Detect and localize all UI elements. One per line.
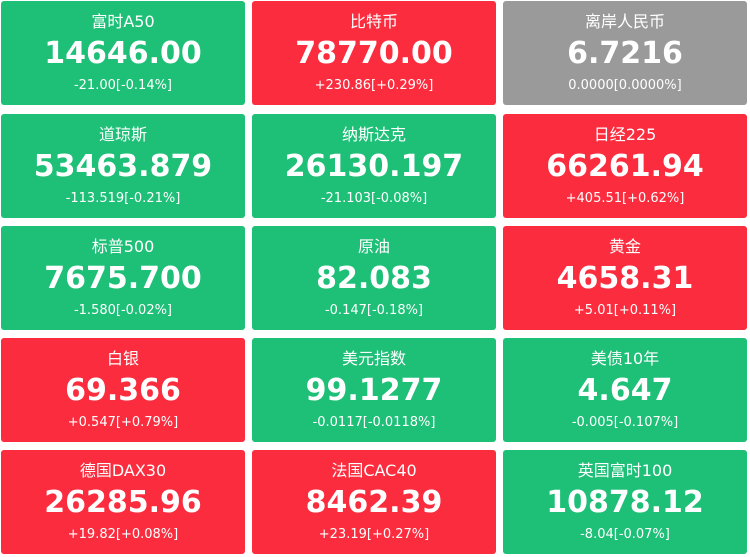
quote-change: -21.00[-0.14%] (73, 78, 173, 93)
quote-tile[interactable]: 法国CAC40 8462.39 +23.19[+0.27%] (252, 450, 496, 554)
quote-price: 69.366 (65, 373, 181, 408)
quote-tile[interactable]: 黄金 4658.31 +5.01[+0.11%] (503, 226, 747, 330)
quote-tile[interactable]: 英国富时100 10878.12 -8.04[-0.07%] (503, 450, 747, 554)
quote-name: 德国DAX30 (79, 461, 167, 480)
quote-change: +23.19[+0.27%] (318, 527, 430, 542)
quote-change: -1.580[-0.02%] (73, 303, 173, 318)
quote-name: 标普500 (91, 237, 155, 256)
quote-change: -0.147[-0.18%] (324, 303, 424, 318)
quote-price: 7675.700 (44, 261, 202, 296)
quote-name: 道琼斯 (98, 125, 147, 144)
quote-change: -21.103[-0.08%] (320, 191, 428, 206)
quote-name: 纳斯达克 (341, 125, 406, 144)
quote-change: +19.82[+0.08%] (67, 527, 179, 542)
quote-tile[interactable]: 纳斯达克 26130.197 -21.103[-0.08%] (252, 114, 496, 218)
quote-price: 6.7216 (567, 36, 683, 71)
quote-change: +0.547[+0.79%] (67, 415, 179, 430)
quote-tile[interactable]: 原油 82.083 -0.147[-0.18%] (252, 226, 496, 330)
quote-price: 26130.197 (284, 149, 464, 184)
quote-price: 78770.00 (295, 36, 453, 71)
quote-change: -0.005[-0.107%] (571, 415, 679, 430)
quote-name: 原油 (357, 237, 390, 256)
quote-name: 美元指数 (341, 349, 406, 368)
quote-change: -0.0117[-0.0118%] (312, 415, 436, 430)
quote-tile[interactable]: 白银 69.366 +0.547[+0.79%] (1, 338, 245, 442)
quote-change: -113.519[-0.21%] (65, 191, 181, 206)
quote-tile[interactable]: 德国DAX30 26285.96 +19.82[+0.08%] (1, 450, 245, 554)
quote-price: 8462.39 (305, 485, 443, 520)
quote-tile[interactable]: 日经225 66261.94 +405.51[+0.62%] (503, 114, 747, 218)
quote-tile[interactable]: 美债10年 4.647 -0.005[-0.107%] (503, 338, 747, 442)
quote-name: 法国CAC40 (331, 461, 417, 480)
quote-change: 0.0000[0.0000%] (568, 78, 682, 93)
quote-tile[interactable]: 标普500 7675.700 -1.580[-0.02%] (1, 226, 245, 330)
quote-price: 53463.879 (33, 149, 213, 184)
quote-name: 黄金 (608, 237, 641, 256)
quote-name: 比特币 (349, 12, 398, 31)
quote-change: +405.51[+0.62%] (565, 191, 685, 206)
quote-name: 白银 (106, 349, 139, 368)
quote-tile[interactable]: 道琼斯 53463.879 -113.519[-0.21%] (1, 114, 245, 218)
quote-tile[interactable]: 美元指数 99.1277 -0.0117[-0.0118%] (252, 338, 496, 442)
quote-name: 离岸人民币 (584, 12, 665, 31)
quote-change: +230.86[+0.29%] (314, 78, 434, 93)
quote-change: -8.04[-0.07%] (580, 527, 670, 542)
quote-name: 美债10年 (590, 349, 660, 368)
quote-name: 英国富时100 (577, 461, 673, 480)
quote-price: 99.1277 (305, 373, 443, 408)
quote-tile[interactable]: 富时A50 14646.00 -21.00[-0.14%] (1, 1, 245, 105)
quote-price: 82.083 (316, 261, 432, 296)
quote-name: 日经225 (593, 125, 657, 144)
quote-price: 4.647 (577, 373, 673, 408)
quote-tile[interactable]: 离岸人民币 6.7216 0.0000[0.0000%] (503, 1, 747, 105)
quote-price: 26285.96 (44, 485, 202, 520)
quote-price: 14646.00 (44, 36, 202, 71)
quote-price: 4658.31 (556, 261, 694, 296)
quote-change: +5.01[+0.11%] (573, 303, 677, 318)
quote-price: 10878.12 (546, 485, 704, 520)
quote-name: 富时A50 (91, 12, 155, 31)
quote-tile[interactable]: 比特币 78770.00 +230.86[+0.29%] (252, 1, 496, 105)
quote-price: 66261.94 (546, 149, 704, 184)
